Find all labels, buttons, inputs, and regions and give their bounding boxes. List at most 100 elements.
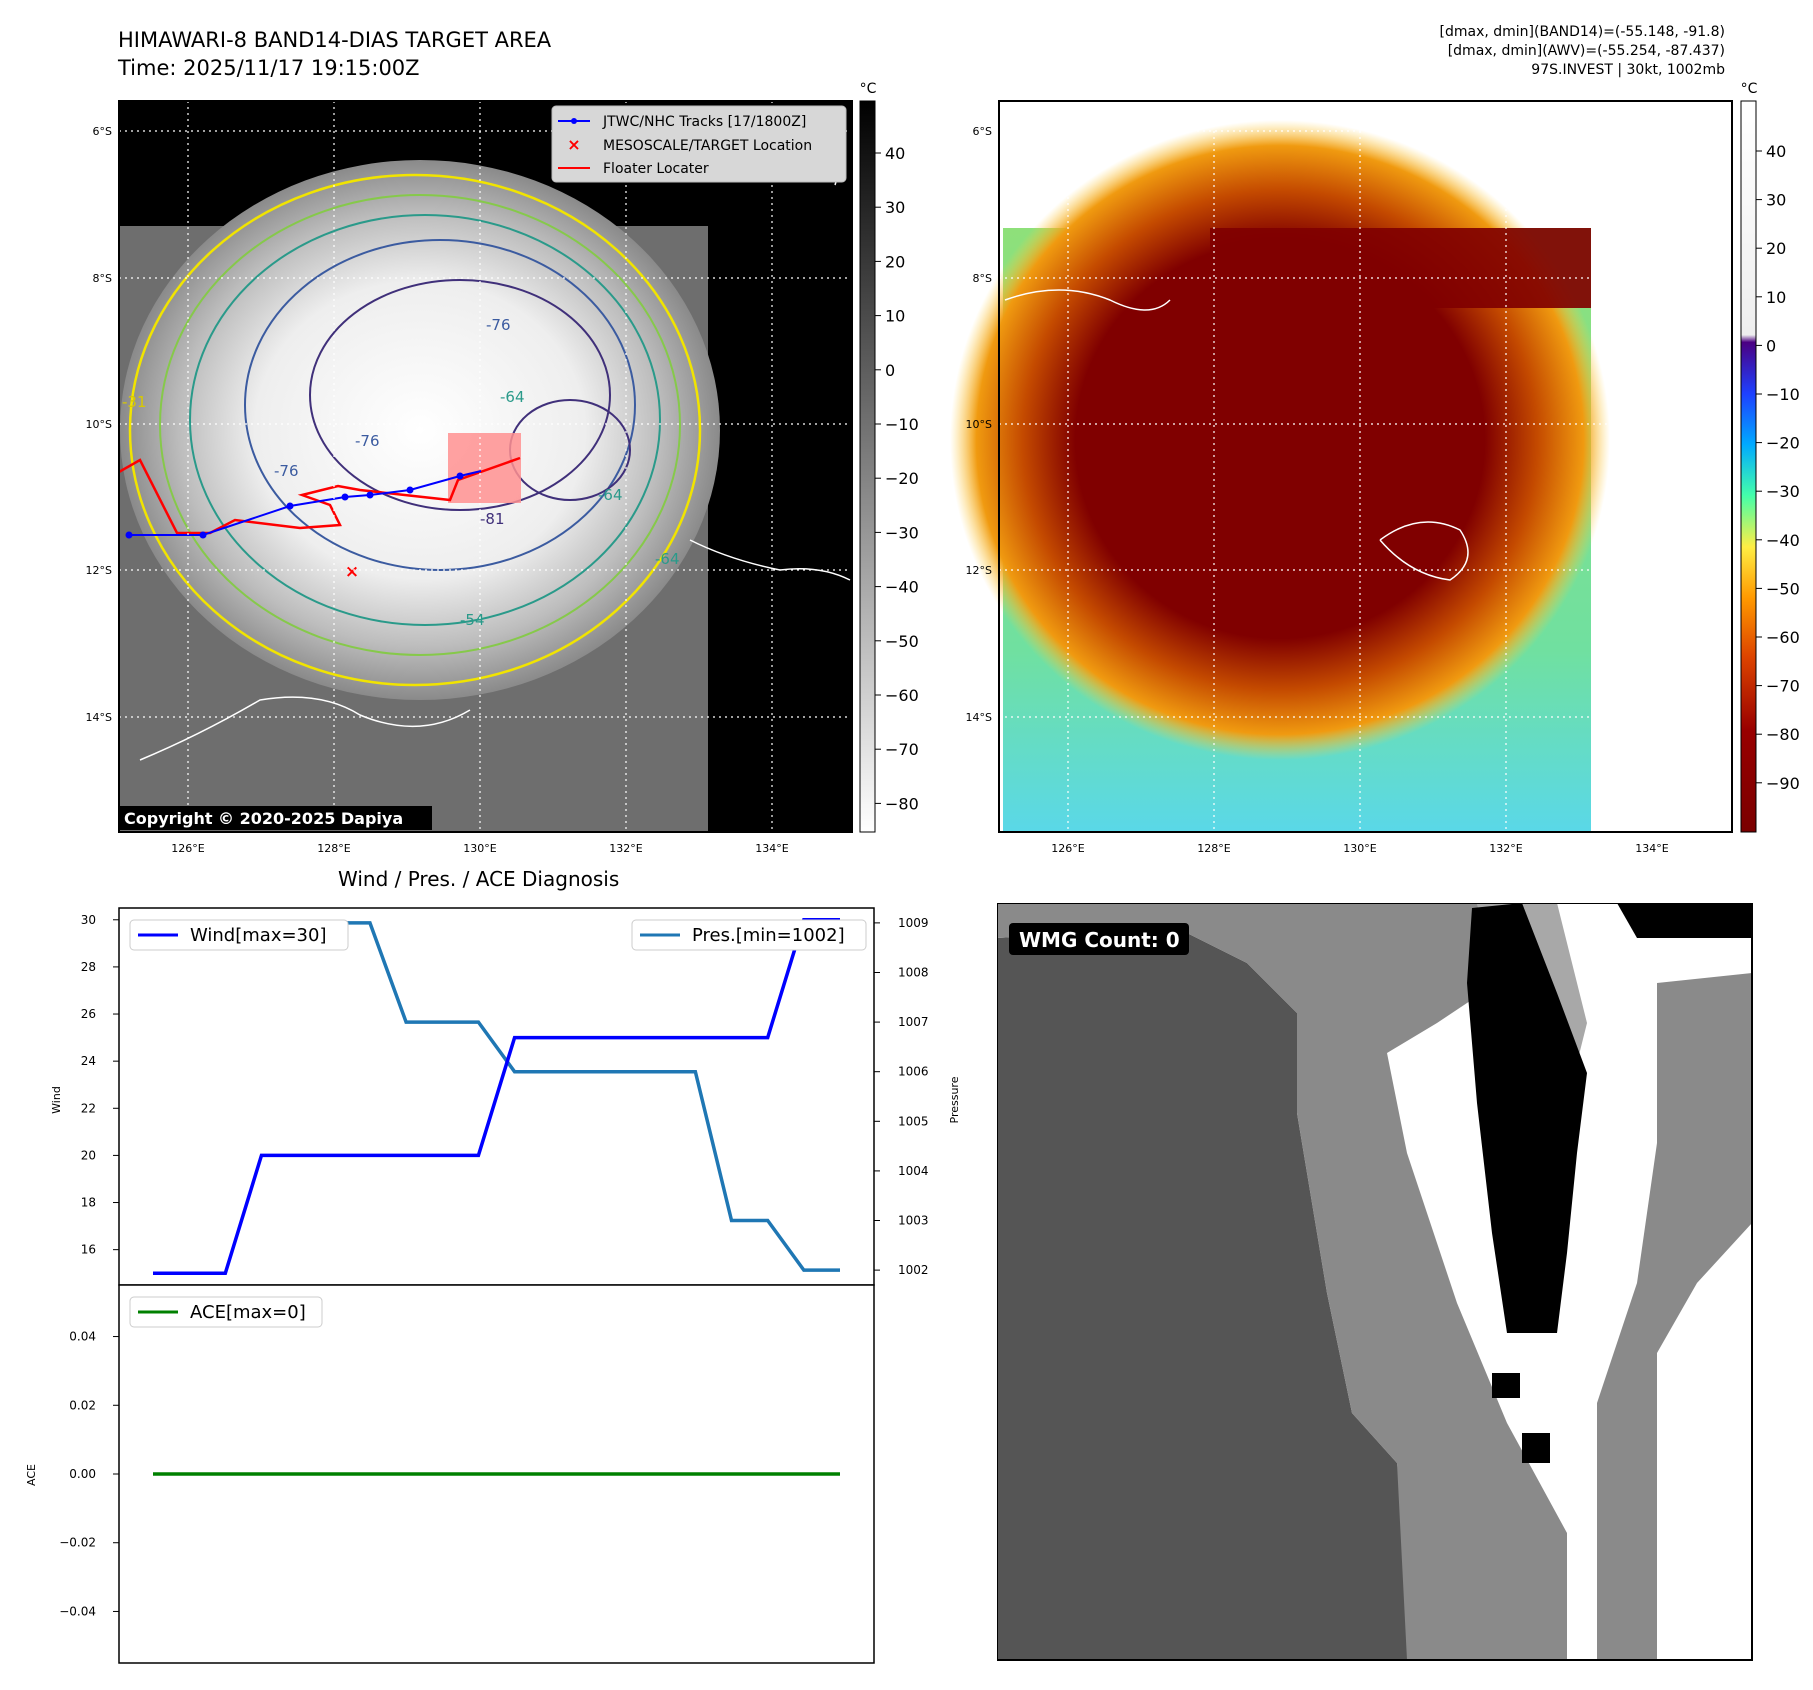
awv-coastline-north: [1004, 289, 1171, 311]
ir-colorbar-ticks: 40 30 20 10 0 −10 −20 −30 −40 −50 −60 −70 −80: [875, 144, 919, 813]
colorbar-tick-label: 0: [1766, 336, 1776, 355]
wind-tick-label: 24: [81, 1054, 96, 1068]
lat-label: 6°S: [93, 125, 112, 138]
wind-tick-label: 16: [81, 1243, 96, 1257]
wind-tick-label: 26: [81, 1007, 96, 1021]
contour-green: [159, 194, 681, 656]
lat-label: 8°S: [93, 272, 112, 285]
pressure-tick-label: 1006: [898, 1065, 929, 1079]
colorbar-tick-label: 10: [1766, 288, 1786, 307]
wind-y-ticks: 16 18 20 22 24 26 28 30: [81, 913, 119, 1257]
storm-info-text: 97S.INVEST | 30kt, 1002mb: [1531, 62, 1725, 78]
ace-tick-label: 0.00: [69, 1467, 96, 1481]
awv-gridlines: [999, 101, 1732, 832]
figure-time: Time: 2025/11/17 19:15:00Z: [118, 56, 420, 80]
awv-storm-field: [950, 120, 1610, 760]
lat-label: 10°S: [86, 418, 112, 431]
jtwc-track-line: [129, 470, 482, 536]
contour-label: -76: [486, 316, 511, 334]
legend-target-swatch: ×: [567, 135, 580, 154]
wind-tick-label: 22: [81, 1101, 96, 1115]
wmg-panel: WMG Count: 0: [997, 903, 1753, 1661]
track-point: [286, 502, 294, 510]
contour-label: -76: [355, 432, 380, 450]
contour-label: -64: [655, 550, 680, 568]
colorbar-tick-label: −50: [885, 632, 919, 651]
lat-label: 14°S: [966, 711, 992, 724]
awv-colorbar-unit: °C: [1741, 81, 1758, 97]
map-legend: [551, 105, 847, 183]
contour-indigo: [309, 279, 611, 511]
pressure-legend-label: Pres.[min=1002]: [692, 925, 845, 946]
ace-tick-label: 0.04: [69, 1330, 96, 1344]
colorbar-tick-label: 40: [885, 144, 905, 163]
lon-label: 128°E: [1197, 842, 1230, 855]
wind-axis-label: Wind: [50, 1086, 63, 1114]
lat-label: 8°S: [973, 272, 992, 285]
colorbar-tick-label: −60: [885, 686, 919, 705]
colorbar-tick-label: −40: [885, 578, 919, 597]
pressure-tick-label: 1009: [898, 916, 929, 930]
lat-label: 10°S: [966, 418, 992, 431]
colorbar-tick-label: −90: [1766, 774, 1800, 793]
awv-coastline: [1379, 521, 1469, 581]
copyright-box: [119, 806, 432, 830]
track-point: [406, 486, 414, 494]
lon-label: 134°E: [755, 842, 788, 855]
colorbar-tick-label: −60: [1766, 628, 1800, 647]
wind-series-line: [153, 918, 840, 1275]
lon-label: 130°E: [463, 842, 496, 855]
lon-label: 126°E: [1051, 842, 1084, 855]
wmg-count-label: WMG Count: 0: [1019, 928, 1180, 952]
colorbar-tick-label: −70: [1766, 677, 1800, 696]
awv-lon-labels: 126°E 128°E 130°E 132°E 134°E: [1051, 842, 1668, 855]
pressure-tick-label: 1004: [898, 1164, 929, 1178]
lat-label: 12°S: [86, 564, 112, 577]
contour-label: -31: [122, 393, 147, 411]
target-area-box: [448, 433, 521, 503]
colorbar-tick-label: 10: [885, 307, 905, 326]
ir-colorbar-unit: °C: [860, 81, 877, 97]
wmg-black-cell: [1522, 1433, 1550, 1463]
ace-y-ticks: 0.04 0.02 0.00 −0.02 −0.04: [59, 1330, 119, 1618]
lat-label: 14°S: [86, 711, 112, 724]
colorbar-tick-label: −10: [1766, 385, 1800, 404]
wind-tick-label: 20: [81, 1148, 96, 1162]
colorbar-tick-label: −80: [1766, 725, 1800, 744]
wmg-label-box: [1009, 923, 1189, 955]
colorbar-tick-label: −70: [885, 740, 919, 759]
wmg-black-corner: [1617, 903, 1752, 938]
wmg-frame: [997, 903, 1753, 1661]
lon-label: 134°E: [1635, 842, 1668, 855]
wmg-east-region: [1597, 973, 1752, 1660]
colorbar-tick-label: −20: [885, 469, 919, 488]
lon-label: 128°E: [317, 842, 350, 855]
figure-title: HIMAWARI-8 BAND14-DIAS TARGET AREA: [118, 28, 552, 52]
pressure-y-ticks: 1002 1003 1004 1005 1006 1007 1008 1009: [874, 916, 929, 1277]
track-point: [125, 531, 133, 539]
ir-map-frame: [118, 100, 853, 833]
lon-label: 126°E: [171, 842, 204, 855]
ace-legend: [129, 1296, 323, 1328]
legend-floater-label: Floater Locater: [603, 161, 709, 177]
pressure-tick-label: 1005: [898, 1114, 929, 1128]
ir-cloud-shield: [120, 160, 720, 700]
coastline: [139, 696, 471, 761]
awv-range-text: [dmax, dmin](AWV)=(-55.254, -87.437): [1447, 43, 1725, 59]
track-point: [456, 472, 464, 480]
colorbar-tick-label: −80: [885, 794, 919, 813]
colorbar-tick-label: −10: [885, 415, 919, 434]
colorbar-tick-label: −50: [1766, 579, 1800, 598]
contour-label: -64: [500, 388, 525, 406]
colorbar-tick-label: −30: [885, 523, 919, 542]
track-point: [366, 491, 374, 499]
wind-tick-label: 18: [81, 1196, 96, 1210]
contour-label: -64: [598, 486, 623, 504]
colorbar-tick-label: 20: [1766, 239, 1786, 258]
floater-locater: [118, 456, 521, 535]
track-point: [199, 531, 207, 539]
contour-yellow: [128, 173, 702, 687]
colorbar-tick-label: −30: [1766, 482, 1800, 501]
contour-teal: [189, 214, 661, 626]
